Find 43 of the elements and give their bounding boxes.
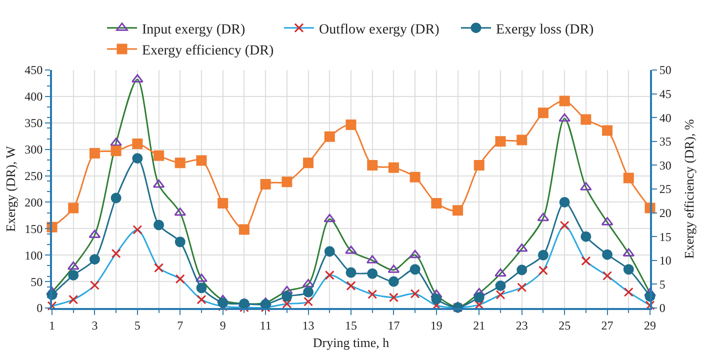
x-tick-label: 27 (601, 318, 614, 332)
x-tick-label: 9 (220, 318, 226, 332)
y-tick-label: 150 (24, 222, 43, 236)
x-tick-label: 25 (558, 318, 571, 332)
x-tick-label: 1 (49, 318, 55, 332)
y-tick-label: 300 (24, 142, 43, 157)
y2-tick-label: 15 (659, 230, 672, 244)
y2-tick-label: 10 (659, 254, 672, 268)
y-tick-label: 350 (24, 116, 43, 130)
x-tick-label: 13 (302, 318, 314, 332)
y-tick-label: 400 (24, 90, 43, 104)
y-tick-label: 100 (24, 248, 43, 262)
x-tick-label: 15 (345, 318, 357, 332)
x-tick-label: 11 (260, 318, 272, 332)
legend-label: Exergy loss (DR) (496, 22, 594, 38)
legend-label: Exergy efficiency (DR) (142, 44, 274, 58)
legend-label: Outflow exergy (DR) (318, 22, 440, 38)
y2-tick-label: 5 (659, 277, 666, 292)
y-tick-label: 450 (24, 63, 43, 78)
x-tick-label: 5 (134, 318, 140, 332)
y2-tick-label: 0 (659, 301, 666, 316)
y2-tick-label: 30 (659, 158, 672, 172)
y2-axis-title: Exergy efficiency (DR), % (682, 119, 696, 259)
legend-label: Input exergy (DR) (142, 22, 246, 38)
y2-tick-label: 35 (659, 134, 672, 149)
y-axis-title: Exergy (DR), W (3, 145, 18, 232)
y-tick-label: 250 (24, 168, 43, 183)
y2-tick-label: 25 (659, 182, 672, 196)
x-tick-label: 29 (644, 318, 656, 332)
y-tick-label: 200 (24, 195, 43, 210)
x-tick-label: 7 (177, 318, 184, 332)
x-tick-label: 19 (430, 318, 442, 332)
x-tick-label: 17 (388, 318, 400, 332)
x-tick-label: 21 (473, 318, 486, 332)
y2-tick-label: 45 (659, 87, 672, 101)
x-tick-label: 23 (516, 318, 528, 332)
x-axis-title: Drying time, h (312, 335, 390, 350)
y-tick-label: 50 (30, 274, 43, 289)
y2-tick-label: 50 (659, 63, 672, 78)
x-tick-label: 3 (92, 318, 98, 332)
y2-tick-label: 40 (659, 110, 672, 125)
y2-tick-label: 20 (659, 206, 672, 220)
y-tick-label: 0 (36, 301, 43, 316)
